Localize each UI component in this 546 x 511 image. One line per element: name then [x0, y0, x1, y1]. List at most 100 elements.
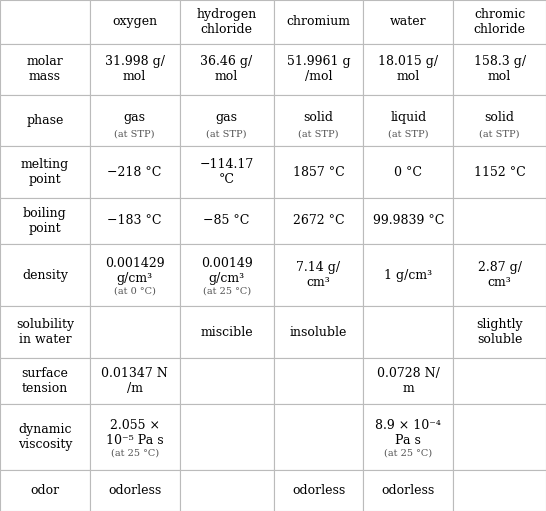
- Text: 99.9839 °C: 99.9839 °C: [372, 214, 444, 227]
- Bar: [364, 146, 453, 198]
- Text: (at 25 °C): (at 25 °C): [384, 449, 432, 458]
- Text: 2672 °C: 2672 °C: [293, 214, 345, 227]
- Text: 1857 °C: 1857 °C: [293, 166, 345, 178]
- Text: hydrogen
chloride: hydrogen chloride: [197, 8, 257, 36]
- Bar: [453, 470, 546, 511]
- Bar: [453, 244, 546, 307]
- Text: (at STP): (at STP): [388, 129, 429, 138]
- Bar: [274, 358, 364, 404]
- Bar: [90, 0, 180, 44]
- Text: dynamic
viscosity: dynamic viscosity: [17, 423, 72, 451]
- Bar: [180, 404, 274, 470]
- Bar: [90, 470, 180, 511]
- Text: density: density: [22, 269, 68, 282]
- Text: −183 °C: −183 °C: [108, 214, 162, 227]
- Text: gas: gas: [124, 111, 146, 124]
- Text: (at 25 °C): (at 25 °C): [111, 449, 159, 458]
- Bar: [364, 307, 453, 358]
- Bar: [0, 198, 90, 244]
- Bar: [180, 307, 274, 358]
- Text: odor: odor: [31, 484, 60, 497]
- Bar: [90, 198, 180, 244]
- Text: 0.001429
g/cm³: 0.001429 g/cm³: [105, 258, 164, 286]
- Text: 8.9 × 10⁻⁴
Pa s: 8.9 × 10⁻⁴ Pa s: [375, 419, 441, 447]
- Text: odorless: odorless: [382, 484, 435, 497]
- Bar: [274, 470, 364, 511]
- Text: 31.998 g/
mol: 31.998 g/ mol: [105, 55, 165, 83]
- Bar: [90, 244, 180, 307]
- Text: −85 °C: −85 °C: [204, 214, 250, 227]
- Text: solid: solid: [485, 111, 514, 124]
- Bar: [90, 358, 180, 404]
- Text: gas: gas: [216, 111, 238, 124]
- Bar: [364, 404, 453, 470]
- Bar: [0, 470, 90, 511]
- Bar: [0, 358, 90, 404]
- Bar: [364, 358, 453, 404]
- Text: −218 °C: −218 °C: [108, 166, 162, 178]
- Text: 0.01347 N
/m: 0.01347 N /m: [102, 367, 168, 395]
- Text: 1152 °C: 1152 °C: [474, 166, 525, 178]
- Bar: [453, 198, 546, 244]
- Text: 158.3 g/
mol: 158.3 g/ mol: [473, 55, 526, 83]
- Text: insoluble: insoluble: [290, 326, 347, 339]
- Text: (at STP): (at STP): [206, 129, 247, 138]
- Text: miscible: miscible: [200, 326, 253, 339]
- Text: surface
tension: surface tension: [21, 367, 68, 395]
- Bar: [274, 198, 364, 244]
- Bar: [180, 198, 274, 244]
- Bar: [364, 470, 453, 511]
- Bar: [453, 404, 546, 470]
- Text: phase: phase: [26, 114, 63, 127]
- Text: odorless: odorless: [108, 484, 161, 497]
- Bar: [90, 44, 180, 95]
- Text: −114.17
°C: −114.17 °C: [199, 158, 254, 186]
- Bar: [90, 404, 180, 470]
- Bar: [0, 44, 90, 95]
- Bar: [180, 44, 274, 95]
- Text: chromic
chloride: chromic chloride: [473, 8, 526, 36]
- Bar: [90, 307, 180, 358]
- Bar: [274, 404, 364, 470]
- Text: (at STP): (at STP): [298, 129, 339, 138]
- Bar: [453, 358, 546, 404]
- Bar: [453, 146, 546, 198]
- Text: 0.0728 N/
m: 0.0728 N/ m: [377, 367, 440, 395]
- Bar: [274, 244, 364, 307]
- Text: chromium: chromium: [287, 15, 351, 29]
- Text: solubility
in water: solubility in water: [16, 318, 74, 346]
- Bar: [453, 307, 546, 358]
- Bar: [364, 95, 453, 146]
- Text: liquid: liquid: [390, 111, 426, 124]
- Text: molar
mass: molar mass: [27, 55, 63, 83]
- Bar: [0, 0, 90, 44]
- Bar: [364, 198, 453, 244]
- Bar: [274, 95, 364, 146]
- Bar: [364, 44, 453, 95]
- Text: 1 g/cm³: 1 g/cm³: [384, 269, 432, 282]
- Bar: [364, 244, 453, 307]
- Bar: [90, 146, 180, 198]
- Bar: [274, 146, 364, 198]
- Text: (at STP): (at STP): [115, 129, 155, 138]
- Bar: [453, 0, 546, 44]
- Bar: [180, 470, 274, 511]
- Bar: [0, 146, 90, 198]
- Text: (at 0 °C): (at 0 °C): [114, 286, 156, 295]
- Text: 36.46 g/
mol: 36.46 g/ mol: [200, 55, 253, 83]
- Text: solid: solid: [304, 111, 334, 124]
- Bar: [453, 44, 546, 95]
- Text: (at STP): (at STP): [479, 129, 520, 138]
- Bar: [0, 95, 90, 146]
- Text: oxygen: oxygen: [112, 15, 157, 29]
- Text: melting
point: melting point: [21, 158, 69, 186]
- Bar: [180, 358, 274, 404]
- Text: 51.9961 g
/mol: 51.9961 g /mol: [287, 55, 351, 83]
- Text: odorless: odorless: [292, 484, 345, 497]
- Bar: [364, 0, 453, 44]
- Text: 0 °C: 0 °C: [394, 166, 422, 178]
- Bar: [90, 95, 180, 146]
- Text: 18.015 g/
mol: 18.015 g/ mol: [378, 55, 438, 83]
- Text: 2.055 ×
10⁻⁵ Pa s: 2.055 × 10⁻⁵ Pa s: [106, 419, 163, 447]
- Bar: [0, 307, 90, 358]
